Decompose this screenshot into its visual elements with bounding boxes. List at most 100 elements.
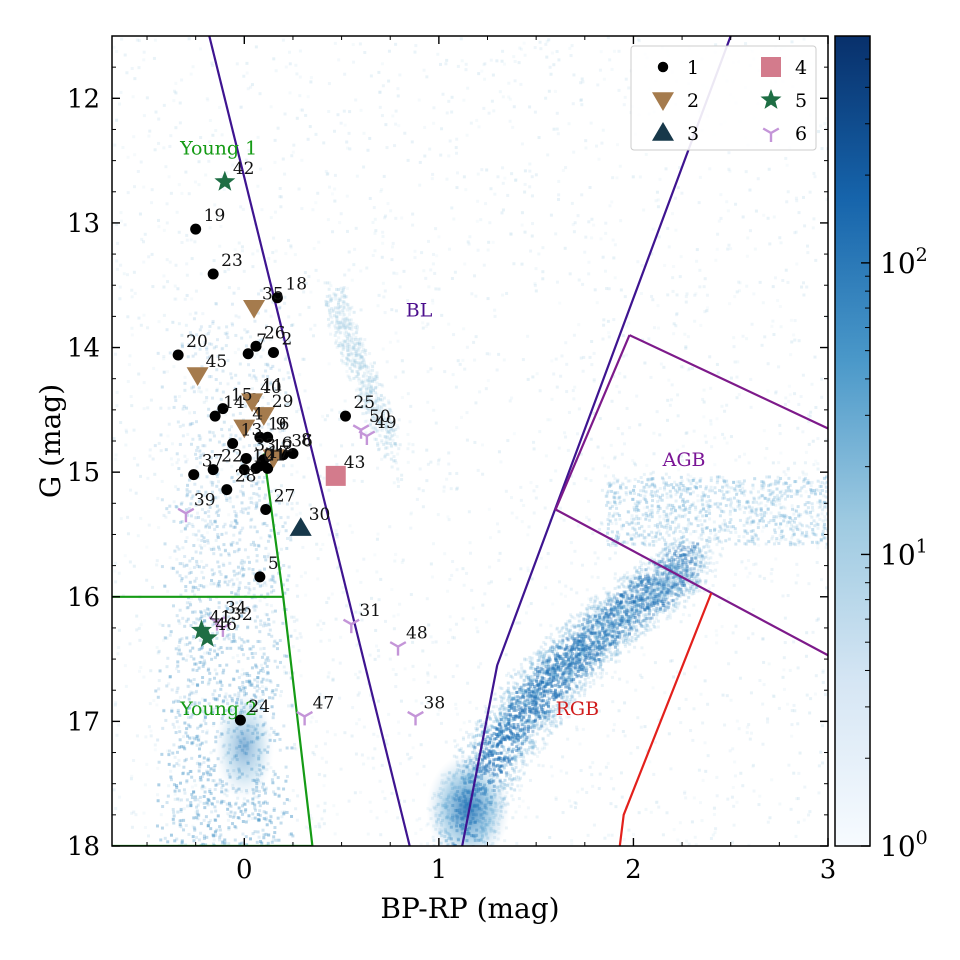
density-speckle xyxy=(808,190,812,194)
density-ms xyxy=(181,407,185,411)
density-ms xyxy=(203,540,207,544)
density-speckle xyxy=(611,238,615,242)
density-rgb xyxy=(638,597,642,601)
density-ms xyxy=(226,807,230,811)
density-rgb xyxy=(532,724,536,728)
density-rgb xyxy=(519,673,523,677)
density-ms xyxy=(191,586,195,590)
density-speckle xyxy=(248,801,252,805)
density-ms xyxy=(206,414,210,418)
density-speckle xyxy=(130,811,134,815)
density-ms xyxy=(168,504,172,508)
density-ms xyxy=(185,740,189,744)
density-speckle xyxy=(208,226,212,230)
density-speckle xyxy=(502,767,506,771)
density-speckle xyxy=(501,181,505,185)
density-ms xyxy=(197,500,201,504)
density-ms xyxy=(265,801,269,805)
density-ms xyxy=(244,344,248,348)
density-speckle xyxy=(617,533,621,537)
density-speckle xyxy=(383,311,387,315)
density-speckle xyxy=(280,815,284,819)
density-ms xyxy=(207,702,211,706)
density-speckle xyxy=(728,512,732,516)
density-speckle xyxy=(544,454,548,458)
density-speckle xyxy=(554,797,558,801)
density-ms xyxy=(260,841,264,845)
density-speckle xyxy=(452,217,456,221)
density-speckle xyxy=(488,565,492,569)
density-speckle xyxy=(656,326,660,330)
density-speckle xyxy=(309,290,313,294)
density-rgb xyxy=(476,719,480,723)
density-speckle xyxy=(314,201,318,205)
density-rgb xyxy=(541,667,545,671)
density-rgb xyxy=(664,543,668,547)
density-ms xyxy=(193,345,197,349)
density-speckle xyxy=(419,743,423,747)
density-rgb xyxy=(491,725,495,729)
density-speckle xyxy=(628,588,632,592)
density-speckle xyxy=(661,833,665,837)
density-speckle xyxy=(403,799,407,803)
density-rgb xyxy=(512,686,516,690)
density-speckle xyxy=(210,63,214,67)
density-rgb xyxy=(661,591,665,595)
density-speckle xyxy=(652,326,656,330)
density-speckle xyxy=(349,378,353,382)
density-ms xyxy=(229,542,233,546)
density-speckle xyxy=(708,355,712,359)
density-speckle xyxy=(394,309,398,313)
density-ms xyxy=(206,682,210,686)
density-speckle xyxy=(119,421,123,425)
density-ms xyxy=(186,772,190,776)
density-speckle xyxy=(649,375,653,379)
density-speckle xyxy=(295,116,299,120)
density-speckle xyxy=(383,289,387,293)
density-speckle xyxy=(725,694,729,698)
density-speckle xyxy=(794,581,798,585)
density-speckle xyxy=(803,224,807,228)
density-rgb xyxy=(614,599,618,603)
density-rgb xyxy=(601,605,605,609)
density-speckle xyxy=(772,517,776,521)
density-speckle xyxy=(746,236,750,240)
density-speckle xyxy=(252,456,256,460)
density-ms xyxy=(201,452,205,456)
density-ms xyxy=(174,647,178,651)
density-speckle xyxy=(342,109,346,113)
density-speckle xyxy=(743,452,747,456)
density-ms xyxy=(230,603,234,607)
density-ms xyxy=(262,833,266,837)
density-ms xyxy=(183,554,187,558)
density-rgb xyxy=(635,619,639,623)
density-speckle xyxy=(286,403,290,407)
density-speckle xyxy=(631,832,635,836)
density-speckle xyxy=(273,138,277,142)
density-speckle xyxy=(536,754,540,758)
density-speckle xyxy=(572,333,576,337)
density-ms xyxy=(219,553,223,557)
density-speckle xyxy=(447,99,451,103)
density-speckle xyxy=(603,269,607,273)
density-rgb xyxy=(676,606,680,610)
density-ms xyxy=(194,662,198,666)
density-speckle xyxy=(528,719,532,723)
density-ms xyxy=(176,797,180,801)
density-speckle xyxy=(745,254,749,258)
density-rgb xyxy=(618,623,622,627)
density-ms xyxy=(253,443,257,447)
density-speckle xyxy=(550,51,554,55)
density-rgb xyxy=(552,695,556,699)
density-speckle xyxy=(773,276,777,280)
density-rgb xyxy=(558,645,562,649)
density-ms xyxy=(195,812,199,816)
density-ms xyxy=(179,593,183,597)
density-ms xyxy=(255,503,259,507)
density-ms xyxy=(180,745,184,749)
density-ms xyxy=(202,772,206,776)
density-speckle xyxy=(256,249,260,253)
density-rgb xyxy=(569,645,573,649)
density-ms xyxy=(208,597,212,601)
density-ms xyxy=(233,838,237,842)
